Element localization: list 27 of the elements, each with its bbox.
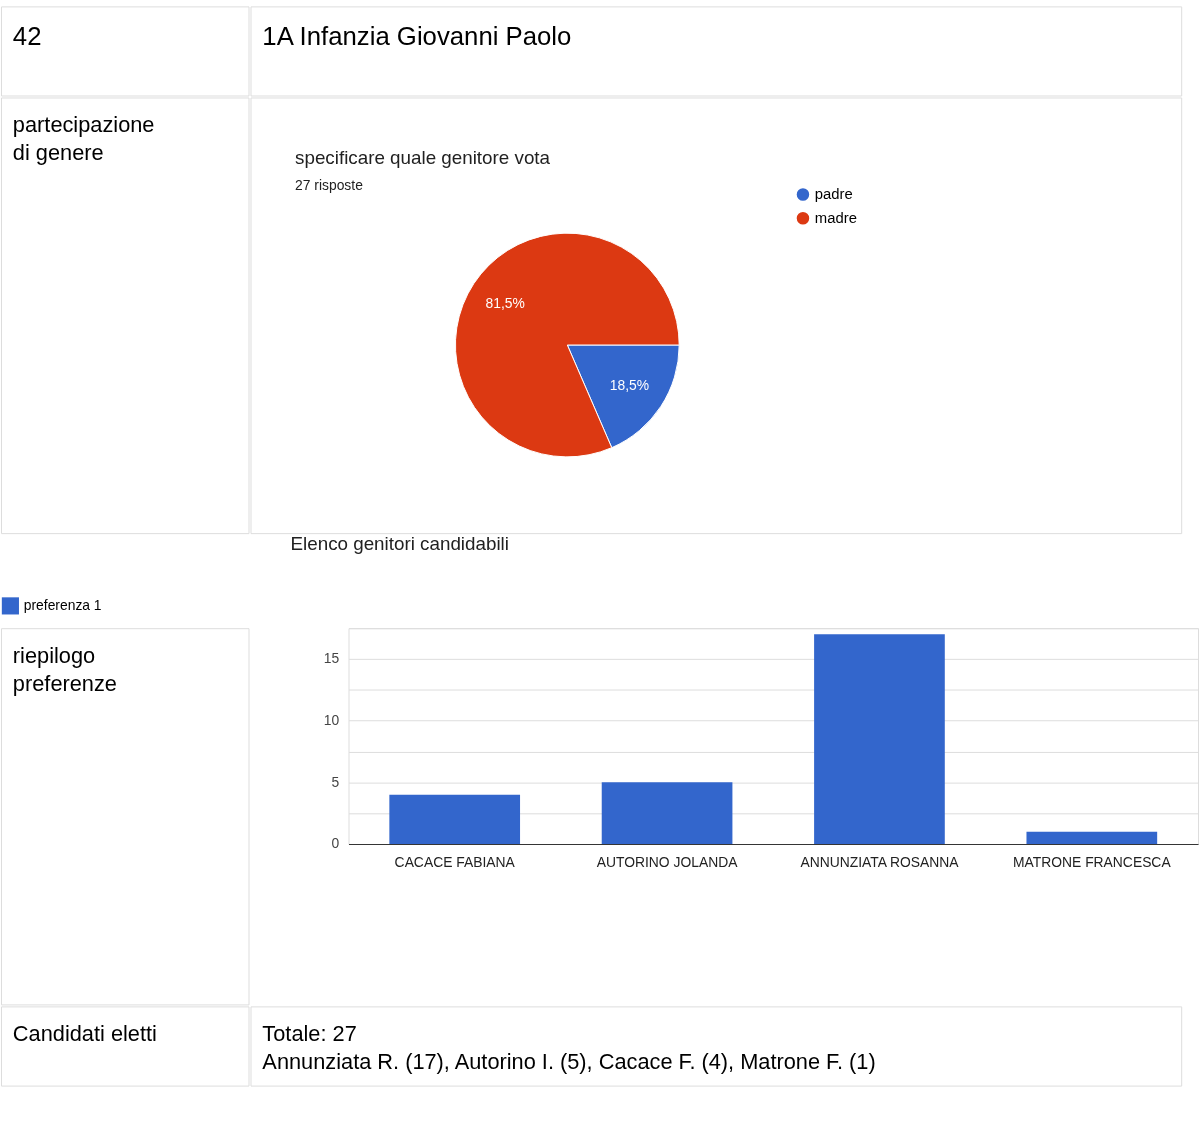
bar (1026, 831, 1158, 845)
bar (814, 634, 945, 845)
text: 27 risposte (295, 176, 364, 193)
text: Totale: 27 Annunziata R. (17), Autorino I. (5), Cacace F. (4), Matrone F. (1) (262, 1021, 876, 1074)
y-tick-label: 10 (323, 712, 340, 729)
text: riepilogo preferenze (12, 642, 117, 696)
x-tick-label: AUTORINO JOLANDA (596, 854, 739, 871)
bar (389, 794, 521, 845)
data-label: 18,5% (609, 376, 650, 393)
legend-label: madre (814, 210, 857, 227)
text: partecipazione di genere (12, 112, 155, 165)
y-tick-label: 5 (331, 773, 340, 790)
pie-slice (455, 232, 680, 458)
text: 1A Infanzia Giovanni Paolo (262, 22, 572, 51)
y-tick-label: 15 (323, 650, 340, 667)
x-tick-label: ANNUNZIATA ROSANNA (800, 854, 960, 871)
x-tick-label: CACACE FABIANA (394, 854, 516, 871)
x-tick-label: MATRONE FRANCESCA (1013, 854, 1172, 871)
bar (601, 782, 733, 845)
legend-label: preferenza 1 (23, 596, 102, 613)
chart-title: Elenco genitori candidabili (290, 532, 509, 554)
text: Candidati eletti (12, 1021, 157, 1047)
chart-title: specificare quale genitore vota (295, 146, 551, 168)
data-label: 81,5% (485, 295, 525, 312)
y-tick-label: 0 (331, 835, 340, 852)
text: 42 (12, 22, 42, 51)
legend-label: padre (814, 186, 853, 203)
